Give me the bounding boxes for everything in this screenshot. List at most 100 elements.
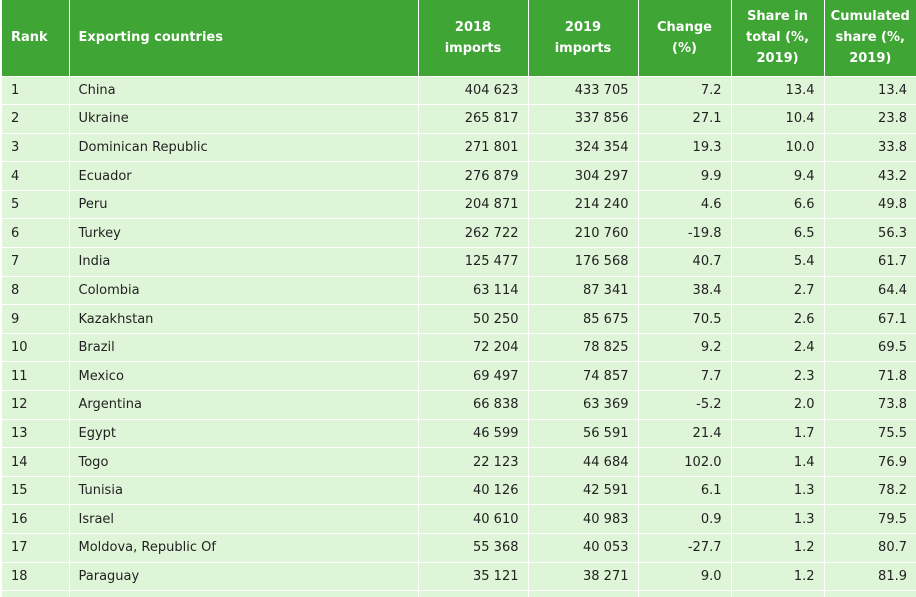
cell-imports-2018: 262 722 <box>418 218 529 248</box>
cell-country: Moldova, Republic Of <box>69 533 419 563</box>
cell-share: 1.3 <box>731 504 825 534</box>
cell-country: India <box>69 247 419 277</box>
header-imports-2019: 2019 imports <box>528 0 639 76</box>
table-body: 1 China 404 623 433 705 7.2 13.4 13.4 2 Ukraine 2… <box>2 75 916 597</box>
cell-share: 2.3 <box>731 361 825 391</box>
empty-cell <box>824 590 916 597</box>
cell-imports-2018: 204 871 <box>418 189 529 219</box>
cell-share: 2.0 <box>731 390 825 420</box>
empty-cell <box>418 590 529 597</box>
header-row: Rank Exporting countries 2018 imports 20… <box>2 0 916 76</box>
table-row: 11 Mexico 69 497 74 857 7.7 2.3 71.8 <box>2 361 916 391</box>
cell-cumulated: 73.8 <box>824 390 916 420</box>
cell-share: 2.7 <box>731 275 825 305</box>
cell-rank: 4 <box>2 161 70 191</box>
cell-country: Ukraine <box>69 104 419 134</box>
cell-rank: 17 <box>2 533 70 563</box>
cell-imports-2018: 40 126 <box>418 475 529 505</box>
table-row: 18 Paraguay 35 121 38 271 9.0 1.2 81.9 <box>2 561 916 591</box>
cell-imports-2018: 271 801 <box>418 132 529 162</box>
cell-rank: 15 <box>2 475 70 505</box>
cell-cumulated: 67.1 <box>824 304 916 334</box>
cell-cumulated: 69.5 <box>824 332 916 362</box>
cell-change: -19.8 <box>638 218 732 248</box>
empty-cell <box>638 590 732 597</box>
cell-imports-2019: 433 705 <box>528 75 639 105</box>
cell-change: 7.7 <box>638 361 732 391</box>
cell-imports-2018: 46 599 <box>418 418 529 448</box>
cell-cumulated: 56.3 <box>824 218 916 248</box>
cell-cumulated: 81.9 <box>824 561 916 591</box>
cell-change: 40.7 <box>638 247 732 277</box>
cell-cumulated: 13.4 <box>824 75 916 105</box>
empty-cell <box>69 590 419 597</box>
cell-imports-2018: 69 497 <box>418 361 529 391</box>
table-row: 1 China 404 623 433 705 7.2 13.4 13.4 <box>2 75 916 105</box>
cell-change: 6.1 <box>638 475 732 505</box>
cell-cumulated: 80.7 <box>824 533 916 563</box>
cell-change: -27.7 <box>638 533 732 563</box>
cell-rank: 13 <box>2 418 70 448</box>
cell-country: Colombia <box>69 275 419 305</box>
cell-share: 1.2 <box>731 533 825 563</box>
cell-imports-2019: 63 369 <box>528 390 639 420</box>
cell-rank: 12 <box>2 390 70 420</box>
cell-rank: 9 <box>2 304 70 334</box>
cell-rank: 7 <box>2 247 70 277</box>
cell-share: 1.4 <box>731 447 825 477</box>
cell-imports-2019: 74 857 <box>528 361 639 391</box>
cell-cumulated: 33.8 <box>824 132 916 162</box>
cell-imports-2019: 40 983 <box>528 504 639 534</box>
cell-rank: 14 <box>2 447 70 477</box>
header-rank: Rank <box>2 0 70 76</box>
table-row: 15 Tunisia 40 126 42 591 6.1 1.3 78.2 <box>2 475 916 505</box>
cell-change: 27.1 <box>638 104 732 134</box>
cell-imports-2019: 214 240 <box>528 189 639 219</box>
cell-imports-2018: 66 838 <box>418 390 529 420</box>
table-row: 16 Israel 40 610 40 983 0.9 1.3 79.5 <box>2 504 916 534</box>
cell-change: 9.0 <box>638 561 732 591</box>
cell-rank: 5 <box>2 189 70 219</box>
cell-rank: 1 <box>2 75 70 105</box>
cell-cumulated: 76.9 <box>824 447 916 477</box>
cell-imports-2018: 125 477 <box>418 247 529 277</box>
cell-imports-2018: 35 121 <box>418 561 529 591</box>
cell-imports-2019: 85 675 <box>528 304 639 334</box>
cell-imports-2018: 55 368 <box>418 533 529 563</box>
cell-country: Peru <box>69 189 419 219</box>
cell-imports-2019: 324 354 <box>528 132 639 162</box>
cell-share: 13.4 <box>731 75 825 105</box>
cell-share: 10.0 <box>731 132 825 162</box>
table-row: 4 Ecuador 276 879 304 297 9.9 9.4 43.2 <box>2 161 916 191</box>
empty-cell <box>528 590 639 597</box>
cell-share: 5.4 <box>731 247 825 277</box>
table-header: Rank Exporting countries 2018 imports 20… <box>2 0 916 76</box>
cell-change: 70.5 <box>638 304 732 334</box>
cell-change: 7.2 <box>638 75 732 105</box>
cell-imports-2018: 22 123 <box>418 447 529 477</box>
cell-country: Kazakhstan <box>69 304 419 334</box>
cell-imports-2019: 44 684 <box>528 447 639 477</box>
cell-rank: 3 <box>2 132 70 162</box>
cell-cumulated: 23.8 <box>824 104 916 134</box>
empty-cell <box>2 590 70 597</box>
empty-cell <box>731 590 825 597</box>
cell-change: 9.9 <box>638 161 732 191</box>
cell-country: China <box>69 75 419 105</box>
cell-share: 1.2 <box>731 561 825 591</box>
cell-imports-2019: 78 825 <box>528 332 639 362</box>
cell-cumulated: 64.4 <box>824 275 916 305</box>
cell-imports-2019: 210 760 <box>528 218 639 248</box>
cell-share: 1.3 <box>731 475 825 505</box>
table-row: 6 Turkey 262 722 210 760 -19.8 6.5 56.3 <box>2 218 916 248</box>
cell-rank: 6 <box>2 218 70 248</box>
cell-imports-2019: 38 271 <box>528 561 639 591</box>
cell-country: Dominican Republic <box>69 132 419 162</box>
cell-rank: 10 <box>2 332 70 362</box>
cell-cumulated: 79.5 <box>824 504 916 534</box>
cell-imports-2018: 63 114 <box>418 275 529 305</box>
cell-country: Ecuador <box>69 161 419 191</box>
cell-country: Paraguay <box>69 561 419 591</box>
cell-share: 6.6 <box>731 189 825 219</box>
cell-change: 19.3 <box>638 132 732 162</box>
